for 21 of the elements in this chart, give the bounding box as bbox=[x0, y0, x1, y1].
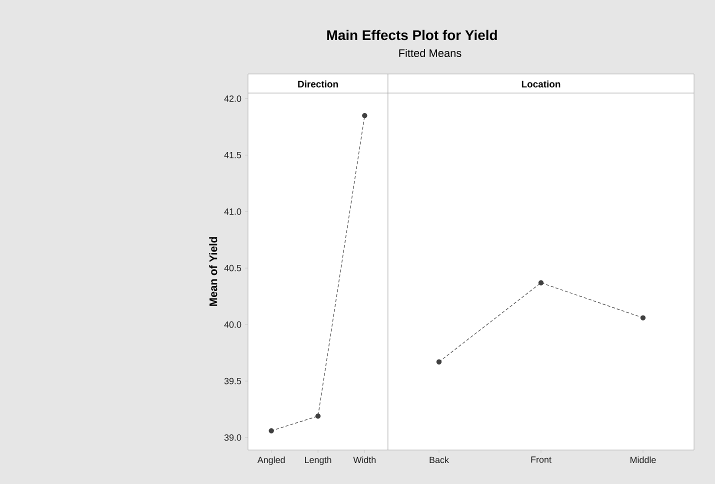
text: Main Effects Plot for Yield bbox=[327, 30, 497, 40]
point bbox=[315, 413, 321, 419]
point bbox=[268, 428, 274, 434]
text: Direction bbox=[298, 80, 338, 88]
x-tick-label: Middle bbox=[630, 456, 656, 464]
y-tick-label: 40.5 bbox=[224, 264, 242, 272]
x-tick-label: Width bbox=[353, 456, 376, 464]
y-axis-title: Mean of Yield bbox=[209, 237, 218, 306]
text: Location bbox=[522, 80, 560, 88]
y-tick-label: 41.5 bbox=[224, 152, 242, 158]
x-tick-label: Angled bbox=[257, 456, 285, 465]
y-tick-label: 41.0 bbox=[224, 208, 242, 215]
y-tick-label: 40.0 bbox=[224, 321, 242, 328]
y-tick-label: 42.0 bbox=[224, 95, 242, 102]
point bbox=[362, 112, 368, 118]
text: Fitted Means bbox=[399, 48, 462, 58]
x-tick-label: Back bbox=[430, 456, 449, 464]
y-tick-label: 39.5 bbox=[224, 378, 242, 384]
y-tick-label: 39.0 bbox=[224, 434, 242, 441]
x-tick-label: Length bbox=[305, 456, 332, 465]
x-tick-label: Front bbox=[531, 456, 552, 463]
